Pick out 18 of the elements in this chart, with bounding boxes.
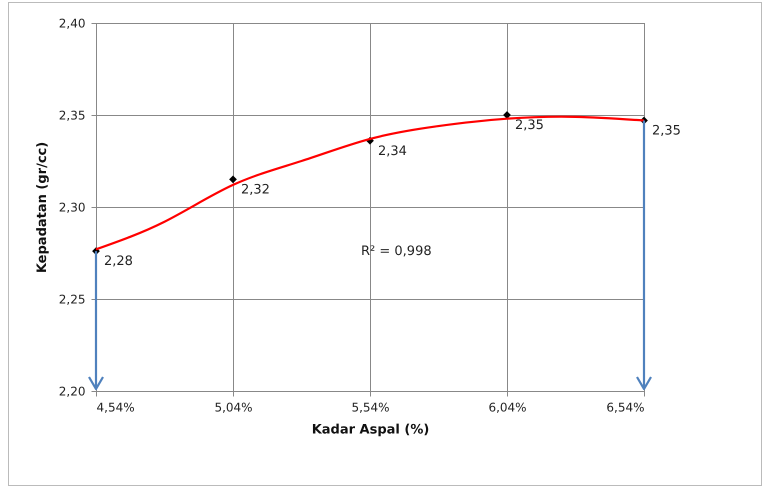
x-axis-title: Kadar Aspal (%): [312, 422, 430, 438]
data-label: 2,34: [378, 144, 407, 159]
y-tick-label: 2,25: [58, 292, 86, 306]
x-tick-label: 6,04%: [488, 400, 527, 414]
x-tick-label: 5,54%: [351, 400, 390, 414]
annotation: R² = 0,998: [361, 244, 432, 259]
x-tick-label: 4,54%: [96, 400, 135, 414]
y-axis-title: Kepadatan (gr/cc): [34, 142, 50, 274]
y-tick-label: 2,40: [58, 16, 86, 30]
x-tick-label: 5,04%: [214, 400, 253, 414]
y-tick-label: 2,30: [58, 200, 86, 214]
y-tick-label: 2,20: [58, 384, 86, 398]
x-tick-label: 6,54%: [606, 400, 644, 414]
y-tick-label: 2,35: [58, 108, 86, 122]
data-label: 2,32: [241, 182, 270, 198]
data-label: 2,35: [652, 124, 681, 139]
data-label: 2,35: [515, 118, 544, 133]
data-label: 2,28: [104, 254, 133, 270]
